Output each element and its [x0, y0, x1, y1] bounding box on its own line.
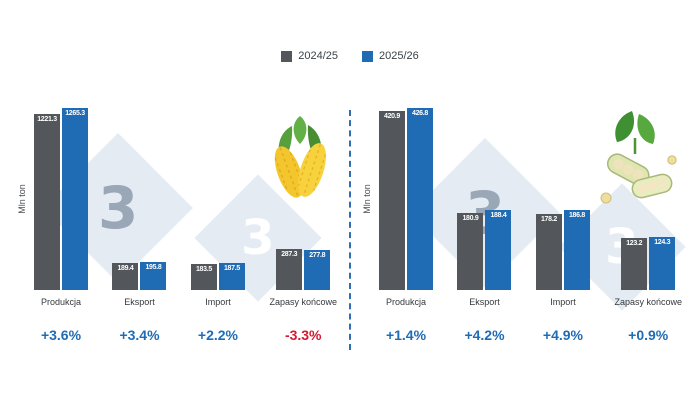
- bar-group: 287.3 277.8 Zapasy końcowe -3.3%: [269, 108, 337, 350]
- legend-swatch-2025-26: [362, 50, 373, 62]
- category-label: Eksport: [124, 297, 155, 307]
- bar-group: 420.9 426.8 Produkcja +1.4%: [379, 108, 433, 350]
- legend: 2024/25 2025/26: [0, 50, 700, 62]
- bar-value-label: 123.2: [626, 239, 643, 247]
- category-label: Zapasy końcowe: [614, 297, 682, 307]
- corn-chart: Mln ton 1221.3 1265.3 Produkcja +3.6% 189.4 1…: [14, 108, 341, 350]
- bar-group: 123.2 124.3 Zapasy końcowe +0.9%: [614, 108, 682, 350]
- bar-2024-25: 180.9: [457, 212, 484, 290]
- bar-group: 183.5 187.5 Import +2.2%: [190, 108, 245, 350]
- category-label: Produkcja: [40, 297, 82, 307]
- bar-value-label: 188.4: [490, 211, 507, 219]
- corn-icon: [263, 110, 337, 215]
- bar-group: 178.2 186.8 Import +4.9%: [535, 108, 590, 350]
- bar-value-label: 1265.3: [65, 110, 85, 117]
- delta-label: +3.6%: [40, 327, 82, 343]
- bar-pair: 287.3 277.8: [276, 108, 331, 290]
- bar-pair: 123.2 124.3: [621, 108, 676, 290]
- bar-pair: 180.9 188.4: [457, 108, 512, 290]
- bar-2024-25: 189.4: [112, 262, 139, 290]
- bar-value-label: 277.8: [309, 252, 326, 259]
- bar-value-label: 426.8: [411, 110, 429, 117]
- delta-label: +4.9%: [542, 327, 584, 343]
- bar-value-label: 183.5: [195, 265, 212, 273]
- bar-pair: 178.2 186.8: [535, 108, 590, 290]
- y-axis-label: Mln ton: [14, 108, 30, 290]
- bar-value-label: 124.3: [654, 239, 671, 246]
- delta-label: +3.4%: [119, 327, 160, 343]
- bar-2025-26: 195.8: [140, 261, 167, 290]
- category-label: Eksport: [469, 297, 500, 307]
- bar-value-label: 186.8: [568, 212, 585, 220]
- corn-bar-groups: 1221.3 1265.3 Produkcja +3.6% 189.4 195.8 Eksp…: [30, 108, 341, 350]
- bar-value-label: 180.9: [462, 214, 479, 222]
- bar-2025-26: 277.8: [304, 250, 331, 290]
- bar-value-label: 1221.3: [37, 116, 57, 124]
- soybean-chart: Mln ton 420.9 426.8 Produkcja +1.4% 180.9 188…: [359, 108, 686, 350]
- delta-label: +4.2%: [464, 327, 505, 343]
- category-label: Zapasy końcowe: [269, 297, 337, 307]
- bar-2024-25: 183.5: [190, 263, 217, 290]
- bar-value-label: 287.3: [281, 250, 298, 258]
- bar-pair: 189.4 195.8: [112, 108, 167, 290]
- bar-value-label: 420.9: [383, 112, 401, 120]
- bar-value-label: 178.2: [540, 216, 557, 223]
- chart-divider: [349, 110, 351, 350]
- delta-label: -3.3%: [284, 327, 322, 343]
- bar-group: 1221.3 1265.3 Produkcja +3.6%: [34, 108, 88, 350]
- bar-group: 180.9 188.4 Eksport +4.2%: [457, 108, 512, 350]
- legend-label-2025-26: 2025/26: [379, 50, 419, 62]
- bar-group: 189.4 195.8 Eksport +3.4%: [112, 108, 167, 350]
- charts-row: Mln ton 1221.3 1265.3 Produkcja +3.6% 189.4 1…: [14, 108, 686, 350]
- category-label: Import: [550, 297, 576, 307]
- legend-item-2024-25: 2024/25: [281, 50, 338, 62]
- bar-2024-25: 123.2: [621, 237, 648, 290]
- legend-swatch-2024-25: [281, 50, 293, 62]
- y-axis-label-text: Mln ton: [17, 184, 28, 214]
- bar-pair: 1221.3 1265.3: [34, 108, 88, 290]
- bar-pair: 420.9 426.8: [379, 108, 433, 290]
- bar-2025-26: 426.8: [407, 108, 433, 290]
- bar-2024-25: 287.3: [276, 248, 303, 290]
- category-label: Produkcja: [385, 297, 427, 307]
- soybean-bar-groups: 420.9 426.8 Produkcja +1.4% 180.9 188.4 Ekspor…: [375, 108, 686, 350]
- bar-2024-25: 1221.3: [34, 114, 60, 290]
- bar-2024-25: 420.9: [379, 110, 405, 290]
- bar-pair: 183.5 187.5: [190, 108, 245, 290]
- bar-2025-26: 187.5: [218, 263, 245, 290]
- bar-value-label: 189.4: [117, 264, 134, 272]
- delta-label: +1.4%: [385, 327, 427, 343]
- y-axis-label: Mln ton: [359, 108, 375, 290]
- bar-2025-26: 1265.3: [62, 108, 88, 290]
- bar-value-label: 195.8: [145, 263, 162, 271]
- bar-2025-26: 188.4: [485, 209, 512, 290]
- delta-label: +0.9%: [628, 327, 669, 343]
- bar-value-label: 187.5: [223, 265, 240, 272]
- bar-2025-26: 186.8: [563, 210, 590, 290]
- bar-2024-25: 178.2: [535, 214, 562, 290]
- category-label: Import: [205, 297, 231, 307]
- bar-2025-26: 124.3: [649, 237, 676, 290]
- legend-label-2024-25: 2024/25: [298, 50, 338, 62]
- legend-item-2025-26: 2025/26: [362, 50, 419, 62]
- y-axis-label-text: Mln ton: [362, 184, 373, 214]
- soybean-icon: [588, 108, 682, 215]
- delta-label: +2.2%: [197, 327, 239, 343]
